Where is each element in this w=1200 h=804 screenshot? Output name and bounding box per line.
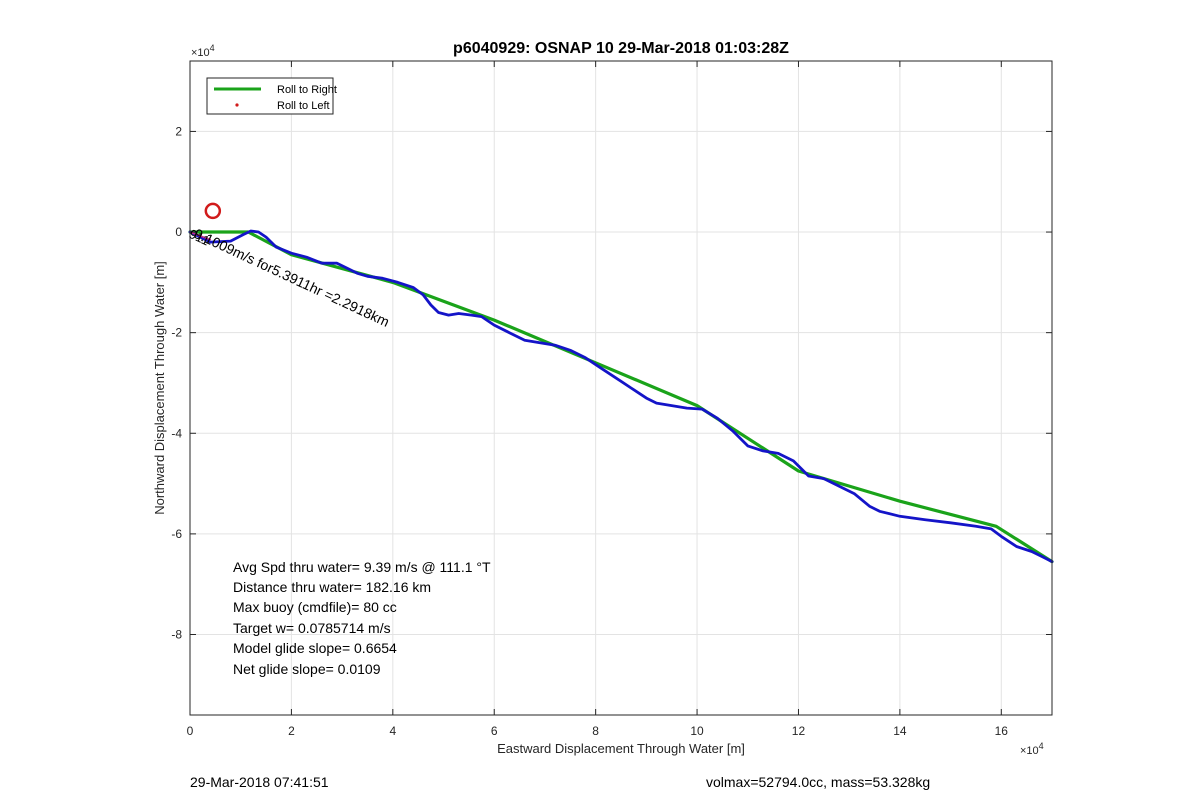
circle-marker (204, 202, 222, 220)
x-exponent-power: 4 (1039, 741, 1044, 751)
x-tick-label: 6 (491, 724, 498, 738)
legend: Roll to Right Roll to Left (206, 77, 337, 115)
series-line-start (189, 231, 212, 241)
series-layer (188, 202, 1054, 564)
y-tick-label: -2 (171, 326, 182, 340)
y-tick-label: 2 (175, 124, 182, 138)
grid-lines (189, 61, 1052, 715)
x-tick-label: 12 (792, 724, 806, 738)
legend-marker-roll-left (235, 103, 239, 107)
stats-net-glide: Net glide slope= 0.0109 (233, 661, 381, 677)
legend-box (206, 77, 334, 115)
stats-model-glide: Model glide slope= 0.6654 (233, 640, 397, 656)
chart-title: p6040929: OSNAP 10 29-Mar-2018 01:03:28Z (453, 40, 789, 57)
axes-box (189, 60, 1053, 716)
x-exponent-label: ×104 (1020, 741, 1044, 757)
footer-mass-info: volmax=52794.0cc, mass=53.328kg (706, 774, 931, 790)
x-tick-label: 8 (592, 724, 599, 738)
footer-timestamp: 29-Mar-2018 07:41:51 (190, 774, 329, 790)
x-exponent-base: ×10 (1020, 745, 1039, 757)
y-tick-label: -6 (171, 527, 182, 541)
stats-target-w: Target w= 0.0785714 m/s (233, 620, 391, 636)
tick-layer: 0 2 4 6 8 10 12 14 16 -8 -6 -4 -2 0 2 (171, 61, 1052, 738)
x-tick-label: 0 (187, 724, 194, 738)
series-line-track (188, 229, 1054, 563)
svg-text:×104: ×104 (1020, 741, 1044, 757)
legend-label-roll-right: Roll to Right (277, 84, 337, 96)
legend-label-roll-left: Roll to Left (277, 100, 330, 112)
x-tick-label: 4 (389, 724, 396, 738)
y-exponent-label: ×104 (191, 43, 215, 59)
y-exponent-base: ×10 (191, 47, 210, 59)
y-axis-label: Northward Displacement Through Water [m] (152, 261, 167, 515)
y-tick-label: -4 (171, 426, 182, 440)
stats-avg-speed: Avg Spd thru water= 9.39 m/s @ 111.1 °T (233, 559, 491, 575)
y-tick-label: -8 (171, 628, 182, 642)
x-tick-label: 10 (690, 724, 704, 738)
x-axis-label: Eastward Displacement Through Water [m] (497, 741, 745, 756)
x-tick-label: 16 (995, 724, 1009, 738)
stats-block: Avg Spd thru water= 9.39 m/s @ 111.1 °T … (233, 559, 491, 677)
track-annotation: 911 9.1009m/s for5.3911hr =2.2918km (187, 225, 392, 330)
x-tick-label: 2 (288, 724, 295, 738)
x-tick-label: 14 (893, 724, 907, 738)
stats-distance: Distance thru water= 182.16 km (233, 579, 431, 595)
y-tick-label: 0 (175, 225, 182, 239)
y-exponent-power: 4 (210, 43, 215, 53)
svg-text:×104: ×104 (191, 43, 215, 59)
stats-max-buoy: Max buoy (cmdfile)= 80 cc (233, 599, 397, 615)
